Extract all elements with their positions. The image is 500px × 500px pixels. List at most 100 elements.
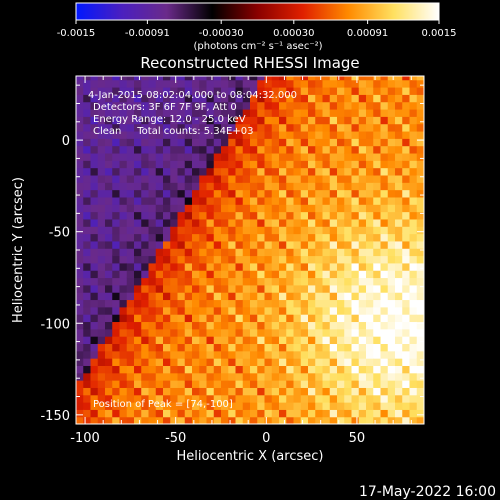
heatmap-cell xyxy=(83,387,92,396)
heatmap-cell xyxy=(409,152,418,161)
heatmap-cell xyxy=(83,79,92,88)
heatmap-cell xyxy=(279,402,287,410)
heatmap-cell xyxy=(344,299,353,308)
heatmap-cell xyxy=(358,306,367,315)
heatmap-cell xyxy=(228,402,237,410)
heatmap-cell xyxy=(257,394,266,403)
heatmap-cell xyxy=(192,350,200,359)
heatmap-cell xyxy=(170,299,179,308)
heatmap-cell xyxy=(177,130,186,139)
heatmap-cell xyxy=(387,94,396,103)
heatmap-cell xyxy=(286,328,295,337)
heatmap-cell xyxy=(366,94,374,103)
heatmap-cell xyxy=(155,328,164,337)
heatmap-cell xyxy=(416,79,424,88)
heatmap-cell xyxy=(141,343,150,352)
heatmap-cell xyxy=(257,416,266,424)
heatmap-cell xyxy=(409,380,418,388)
heatmap-cell xyxy=(250,226,258,235)
heatmap-cell xyxy=(228,299,237,308)
heatmap-cell xyxy=(344,152,353,161)
heatmap-cell xyxy=(271,284,280,293)
heatmap-cell xyxy=(242,380,251,388)
heatmap-cell xyxy=(192,233,200,242)
heatmap-cell xyxy=(213,402,222,410)
heatmap-cell xyxy=(141,284,150,293)
heatmap-cell xyxy=(315,336,324,345)
heatmap-cell xyxy=(351,358,360,366)
heatmap-cell xyxy=(257,76,266,81)
heatmap-cell xyxy=(387,196,396,205)
heatmap-cell xyxy=(380,365,389,374)
heatmap-cell xyxy=(358,130,367,139)
heatmap-cell xyxy=(322,343,331,352)
heatmap-cell xyxy=(315,94,324,103)
heatmap-cell xyxy=(105,365,113,374)
heatmap-cell xyxy=(76,336,84,345)
heatmap-cell xyxy=(141,365,150,374)
heatmap-cell xyxy=(221,101,229,110)
heatmap-cell xyxy=(206,394,215,403)
heatmap-cell xyxy=(112,218,121,227)
heatmap-cell xyxy=(271,277,280,286)
heatmap-cell xyxy=(300,240,309,249)
heatmap-cell xyxy=(337,204,345,213)
heatmap-cell xyxy=(337,79,345,88)
heatmap-cell xyxy=(380,76,389,81)
heatmap-cell xyxy=(155,277,164,286)
heatmap-cell xyxy=(293,196,302,205)
heatmap-cell xyxy=(300,387,309,396)
heatmap-cell xyxy=(358,255,367,264)
heatmap-cell xyxy=(126,416,135,424)
heatmap-cell xyxy=(387,86,396,95)
heatmap-cell xyxy=(112,262,121,271)
heatmap-cell xyxy=(373,94,382,103)
heatmap-cell xyxy=(221,174,229,183)
heatmap-cell xyxy=(155,130,164,139)
heatmap-cell xyxy=(250,380,258,388)
heatmap-cell xyxy=(387,292,396,301)
heatmap-cell xyxy=(235,343,244,352)
heatmap-cell xyxy=(83,86,92,95)
heatmap-cell xyxy=(177,76,186,81)
heatmap-cell xyxy=(387,116,396,125)
heatmap-cell xyxy=(177,409,186,418)
heatmap-cell xyxy=(373,86,382,95)
heatmap-cell xyxy=(300,145,309,154)
heatmap-cell xyxy=(192,152,200,161)
heatmap-cell xyxy=(97,76,106,81)
heatmap-cell xyxy=(250,79,258,88)
heatmap-cell xyxy=(170,196,179,205)
heatmap-cell xyxy=(228,204,237,213)
heatmap-cell xyxy=(97,94,106,103)
heatmap-cell xyxy=(97,314,106,323)
heatmap-cell xyxy=(250,189,258,198)
heatmap-cell xyxy=(155,336,164,345)
colorbar-tick-label: 0.00030 xyxy=(273,28,314,39)
heatmap-cell xyxy=(155,365,164,374)
heatmap-cell xyxy=(264,218,273,227)
heatmap-cell xyxy=(141,299,150,308)
heatmap-cell xyxy=(213,306,222,315)
heatmap-cell xyxy=(308,226,316,235)
heatmap-cell xyxy=(395,145,403,154)
y-tick-label: 0 xyxy=(62,134,70,149)
heatmap-cell xyxy=(112,306,121,315)
heatmap-cell xyxy=(235,328,244,337)
heatmap-cell xyxy=(163,189,171,198)
heatmap-cell xyxy=(126,262,135,271)
heatmap-cell xyxy=(373,123,382,132)
heatmap-cell xyxy=(213,108,222,117)
heatmap-cell xyxy=(279,116,287,125)
heatmap-cell xyxy=(329,240,338,249)
heatmap-cell xyxy=(177,306,186,315)
heatmap-cell xyxy=(134,116,142,125)
heatmap-cell xyxy=(380,218,389,227)
heatmap-cell xyxy=(105,160,113,169)
heatmap-cell xyxy=(112,196,121,205)
heatmap-cell xyxy=(105,167,113,176)
heatmap-cell xyxy=(97,204,106,213)
heatmap-cell xyxy=(271,365,280,374)
heatmap-cell xyxy=(119,76,128,81)
heatmap-cell xyxy=(148,306,157,315)
